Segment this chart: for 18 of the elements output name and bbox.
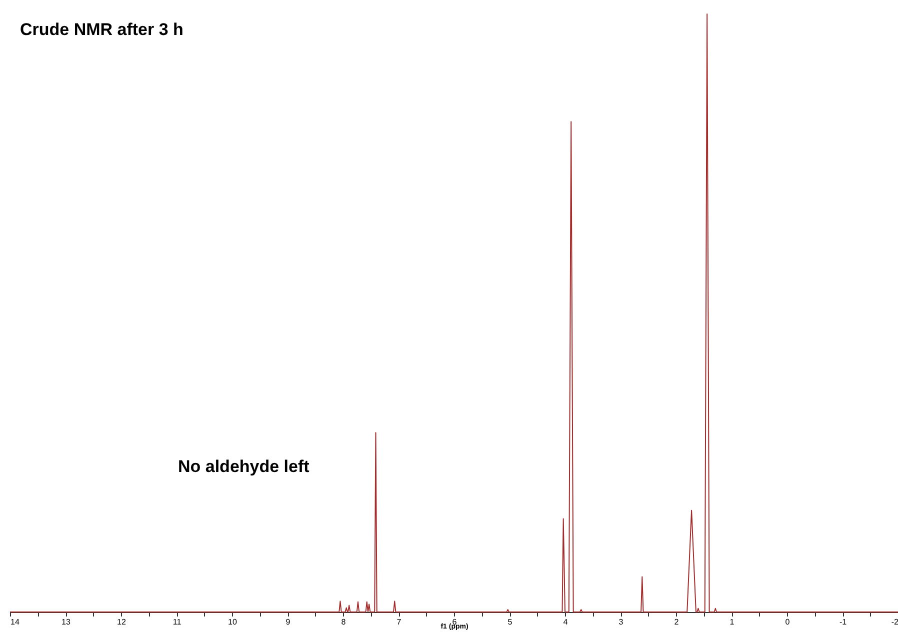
x-tick-label: 13 [62,618,71,626]
x-tick-label: 1 [730,618,735,626]
x-tick-label: 2 [674,618,680,626]
x-tick-label: 5 [508,618,513,626]
chart-title: Crude NMR after 3 h [20,20,184,39]
x-tick-label: 3 [618,618,624,626]
x-tick-label: 0 [785,618,790,626]
x-tick-label: 8 [341,618,346,626]
x-tick-label: -1 [839,618,848,626]
x-tick-label: 11 [172,618,182,626]
x-tick-label: 12 [117,618,126,626]
x-tick-label: 10 [228,618,238,626]
annotation: No aldehyde left [178,457,310,476]
x-tick-label: -2 [891,618,898,626]
x-tick-label: 14 [10,618,20,626]
x-tick-label: 9 [286,618,291,626]
x-tick-label: 4 [563,618,568,626]
x-tick-label: 7 [396,618,402,626]
